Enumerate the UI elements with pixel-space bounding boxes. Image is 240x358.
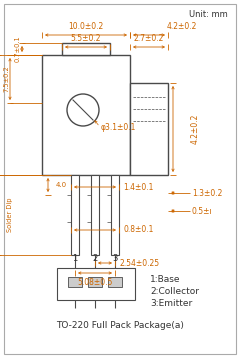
Text: 3: 3 (112, 254, 118, 263)
Text: 5.08±0.5: 5.08±0.5 (77, 278, 113, 287)
Bar (91, 175, 99, 255)
Text: 4.0: 4.0 (56, 182, 67, 188)
Text: 0.5±ı: 0.5±ı (192, 207, 213, 216)
Bar (42, 55, 130, 175)
Text: 3:Emitter: 3:Emitter (150, 300, 192, 309)
Bar (68, 277, 82, 287)
Text: φ3.1±0.1: φ3.1±0.1 (101, 124, 136, 132)
Text: 1.3±0.2: 1.3±0.2 (192, 189, 222, 198)
Text: 1:Base: 1:Base (150, 276, 180, 285)
Bar (130, 83, 168, 175)
Text: 5.5±0.2: 5.5±0.2 (71, 34, 101, 43)
Text: 2:Collector: 2:Collector (150, 287, 199, 296)
Bar (62, 43, 110, 55)
Text: TO-220 Full Pack Package(a): TO-220 Full Pack Package(a) (56, 321, 184, 330)
Bar (88, 277, 102, 287)
Text: 0.8±0.1: 0.8±0.1 (123, 226, 153, 234)
Text: 7.5±0.2: 7.5±0.2 (3, 66, 9, 92)
Text: Unit: mm: Unit: mm (189, 10, 228, 19)
Text: 4.2±0.2: 4.2±0.2 (191, 114, 199, 144)
Bar (57, 268, 135, 300)
Text: 1.4±0.1: 1.4±0.1 (123, 183, 153, 192)
Text: 10.0±0.2: 10.0±0.2 (68, 22, 104, 31)
Text: 4.2±0.2: 4.2±0.2 (167, 22, 197, 31)
Text: 2.7±0.2: 2.7±0.2 (134, 34, 164, 43)
Text: Solder Dip: Solder Dip (7, 198, 13, 232)
Text: 1: 1 (72, 254, 78, 263)
Bar (108, 277, 122, 287)
Text: 2.54±0.25: 2.54±0.25 (119, 258, 159, 267)
Text: 0.7±0.1: 0.7±0.1 (15, 36, 21, 62)
Bar (111, 175, 119, 255)
Text: 2: 2 (92, 254, 98, 263)
Bar (71, 175, 79, 255)
